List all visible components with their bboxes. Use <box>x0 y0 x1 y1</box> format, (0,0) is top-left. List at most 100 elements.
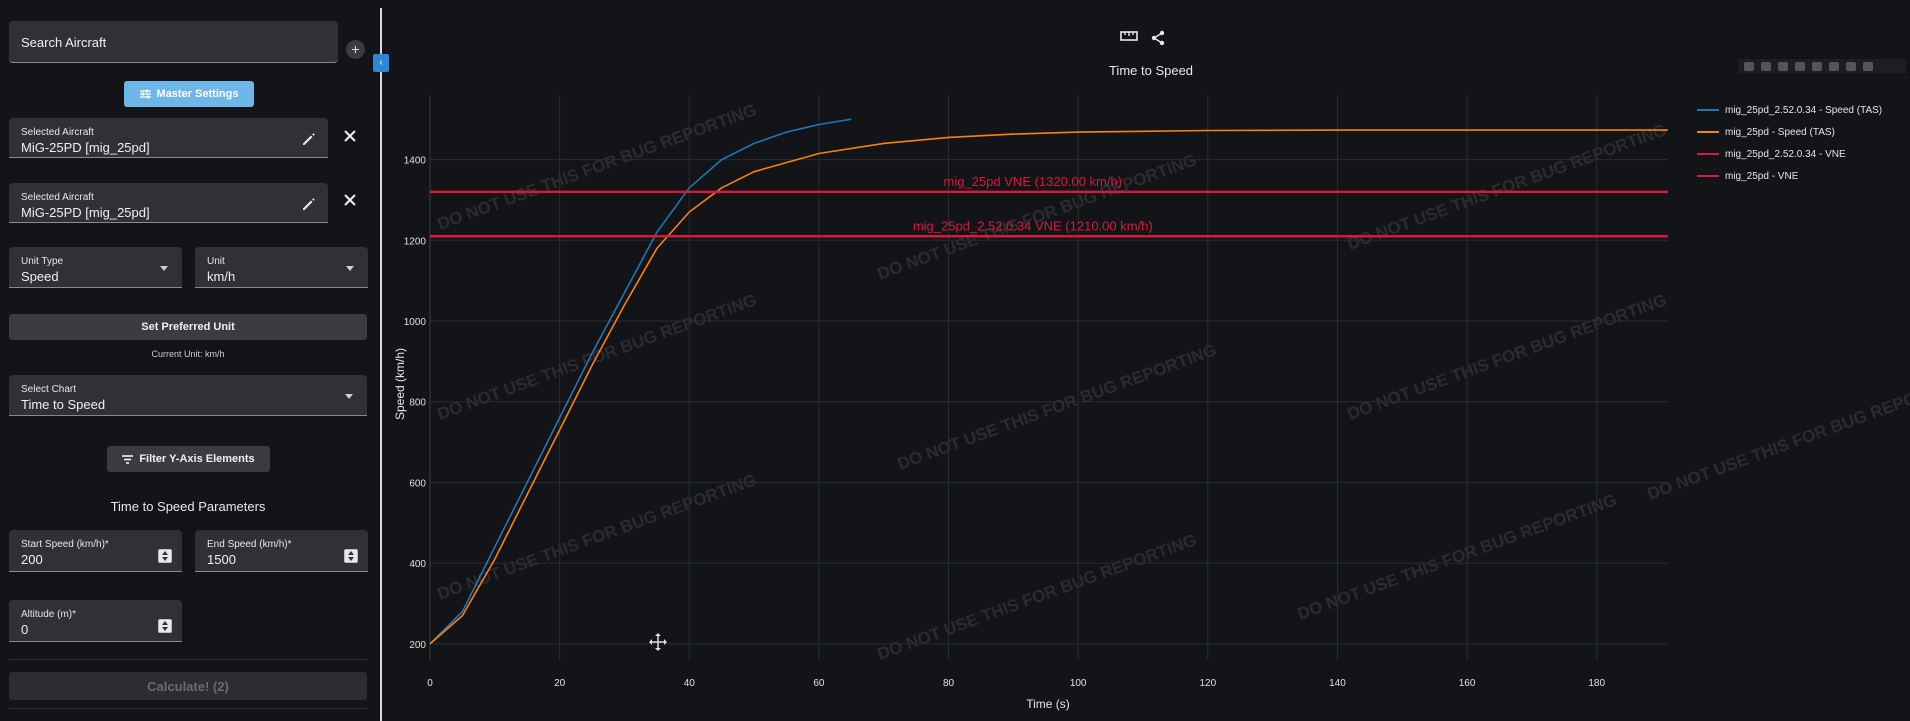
selected-aircraft-label: Selected Aircraft <box>21 192 94 203</box>
legend-label: mig_25pd - Speed (TAS) <box>1725 126 1835 138</box>
filter-icon <box>122 454 134 464</box>
end-speed-label-wrap: End Speed (km/h)* <box>207 539 292 550</box>
end-speed-value: 1500 <box>207 552 236 567</box>
selected-aircraft-value: MiG-25PD [mig_25pd] <box>21 140 150 155</box>
add-aircraft-button[interactable]: + <box>346 40 365 59</box>
chart-title: Time to Speed <box>1108 63 1194 78</box>
ruler-icon[interactable] <box>1120 30 1138 42</box>
unit-label: Unit <box>207 256 225 267</box>
legend-label: mig_25pd - VNE <box>1725 170 1799 182</box>
legend-swatch <box>1697 153 1719 155</box>
x-tick-label: 100 <box>1070 678 1087 689</box>
selected-aircraft-field-2[interactable]: Selected Aircraft MiG-25PD [mig_25pd] <box>9 183 328 223</box>
chevron-down-icon <box>345 394 353 399</box>
required-mark: * <box>104 539 109 550</box>
select-chart-label: Select Chart <box>21 384 77 395</box>
altitude-input[interactable]: Altitude (m)* 0 <box>9 600 182 642</box>
legend-swatch <box>1697 131 1719 133</box>
unit-type-select[interactable]: Unit Type Speed <box>9 247 182 288</box>
close-icon[interactable] <box>341 127 359 145</box>
chevron-down-icon <box>160 266 168 271</box>
plotly-logo-icon[interactable] <box>1863 61 1873 71</box>
series-layer <box>429 118 1668 645</box>
master-settings-label: Master Settings <box>156 88 239 100</box>
vne-annotation: mig_25pd_2.52.0.34 VNE (1210.00 km/h) <box>913 218 1153 233</box>
y-axis-title: Speed (km/h) <box>393 348 407 420</box>
y-tick-label: 1200 <box>404 236 427 247</box>
grid-layer <box>429 95 1668 660</box>
calculate-button[interactable]: Calculate! (2) <box>9 672 367 700</box>
x-tick-label: 0 <box>427 678 433 689</box>
x-tick-label: 140 <box>1329 678 1346 689</box>
select-chart-value: Time to Speed <box>21 397 106 412</box>
pencil-icon[interactable] <box>300 195 318 213</box>
current-unit-text: Current Unit: km/h <box>151 349 225 359</box>
panel-divider[interactable] <box>380 8 382 721</box>
y-tick-label: 600 <box>409 478 426 489</box>
unit-type-value: Speed <box>21 269 59 284</box>
pan-icon[interactable] <box>1778 61 1788 71</box>
start-speed-input[interactable]: Start Speed (km/h)* 200 <box>9 530 182 572</box>
watermark-text: DO NOT USE THIS FOR BUG REPORTING <box>875 150 1199 283</box>
plot-modebar <box>1738 59 1906 73</box>
params-title: Time to Speed Parameters <box>110 499 266 514</box>
set-preferred-unit-label: Set Preferred Unit <box>141 321 235 333</box>
select-chart-dropdown[interactable]: Select Chart Time to Speed <box>9 375 367 416</box>
y-tick-label: 200 <box>409 640 426 651</box>
watermark-text: DO NOT USE THIS FOR BUG REPORTING <box>1295 490 1619 623</box>
start-speed-label: Start Speed (km/h) <box>21 539 105 550</box>
end-speed-label: End Speed (km/h) <box>207 539 288 550</box>
speed-series-line[interactable] <box>429 118 852 645</box>
share-icon[interactable] <box>1150 30 1166 46</box>
selected-aircraft-field-1[interactable]: Selected Aircraft MiG-25PD [mig_25pd] <box>9 118 328 158</box>
chart-legend: mig_25pd_2.52.0.34 - Speed (TAS) mig_25pd… <box>1697 99 1882 187</box>
legend-item[interactable]: mig_25pd - Speed (TAS) <box>1697 121 1882 143</box>
unit-select[interactable]: Unit km/h <box>195 247 368 288</box>
watermark-text: DO NOT USE THIS FOR BUG REPORTING <box>1345 290 1669 423</box>
y-tick-label: 400 <box>409 559 426 570</box>
y-tick-label: 1400 <box>404 156 427 167</box>
end-speed-input[interactable]: End Speed (km/h)* 1500 <box>195 530 368 572</box>
legend-item[interactable]: mig_25pd - VNE <box>1697 165 1882 187</box>
x-tick-label: 120 <box>1199 678 1216 689</box>
legend-swatch <box>1697 175 1719 177</box>
legend-item[interactable]: mig_25pd_2.52.0.34 - VNE <box>1697 143 1882 165</box>
legend-item[interactable]: mig_25pd_2.52.0.34 - Speed (TAS) <box>1697 99 1882 121</box>
autoscale-icon[interactable] <box>1829 61 1839 71</box>
filter-y-axis-label: Filter Y-Axis Elements <box>139 453 255 465</box>
master-settings-button[interactable]: Master Settings <box>124 81 254 107</box>
stepper-icon[interactable] <box>344 549 358 563</box>
chevron-down-icon <box>346 266 354 271</box>
watermark-text: DO NOT USE THIS FOR BUG REPORTING <box>1345 120 1669 253</box>
speed-series-line[interactable] <box>429 129 1668 645</box>
close-icon[interactable] <box>341 191 359 209</box>
selected-aircraft-label: Selected Aircraft <box>21 127 94 138</box>
legend-label: mig_25pd_2.52.0.34 - VNE <box>1725 148 1846 160</box>
zoom-icon[interactable] <box>1761 61 1771 71</box>
filter-y-axis-button[interactable]: Filter Y-Axis Elements <box>107 446 270 472</box>
x-tick-label: 180 <box>1588 678 1605 689</box>
search-aircraft-placeholder: Search Aircraft <box>21 35 107 50</box>
altitude-label-wrap: Altitude (m)* <box>21 609 76 620</box>
camera-icon[interactable] <box>1744 61 1754 71</box>
altitude-value: 0 <box>21 622 29 637</box>
stepper-icon[interactable] <box>158 549 172 563</box>
y-tick-label: 800 <box>409 398 426 409</box>
zoom-out-icon[interactable] <box>1812 61 1822 71</box>
sliders-icon <box>139 89 151 99</box>
pencil-icon[interactable] <box>300 130 318 148</box>
stepper-icon[interactable] <box>158 619 172 633</box>
tick-layer: 0 20 40 60 80 100 120 140 160 180 200 400 600 800 1000… <box>404 156 1606 689</box>
home-icon[interactable] <box>1846 61 1856 71</box>
x-tick-label: 80 <box>943 678 955 689</box>
divider-line <box>9 708 367 709</box>
zoom-in-icon[interactable] <box>1795 61 1805 71</box>
chart-toolbar <box>1120 30 1166 46</box>
watermark-text: DO NOT USE THIS FOR BUG REPORTING <box>895 340 1219 473</box>
annotation-layer: mig_25pd VNE (1320.00 km/h) mig_25pd_2.52… <box>913 174 1153 233</box>
search-aircraft-input[interactable]: Search Aircraft <box>9 21 338 63</box>
collapse-sidebar-icon[interactable]: ‹ <box>373 54 389 72</box>
set-preferred-unit-button[interactable]: Set Preferred Unit <box>9 314 367 340</box>
unit-value: km/h <box>207 269 236 284</box>
